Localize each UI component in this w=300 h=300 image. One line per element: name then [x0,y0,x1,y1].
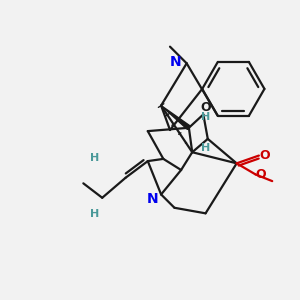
Text: O: O [200,101,211,114]
Text: O: O [256,168,266,181]
Text: H: H [90,153,99,163]
Polygon shape [161,106,190,130]
Text: N: N [170,55,182,69]
Text: H: H [90,209,99,219]
Text: N: N [146,192,158,206]
Text: H: H [201,112,210,122]
Text: O: O [259,149,270,162]
Text: H: H [201,143,210,153]
